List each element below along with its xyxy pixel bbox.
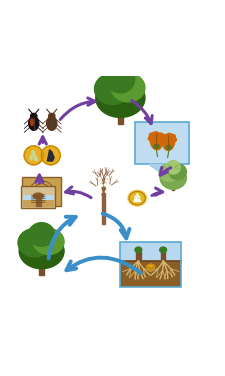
Ellipse shape [96, 79, 145, 117]
Bar [136, 252, 141, 261]
Ellipse shape [149, 133, 154, 137]
Circle shape [106, 191, 108, 193]
Ellipse shape [135, 247, 142, 253]
Circle shape [148, 267, 150, 269]
Ellipse shape [111, 73, 145, 102]
Ellipse shape [29, 116, 39, 130]
Ellipse shape [34, 156, 37, 161]
Ellipse shape [106, 67, 135, 93]
Circle shape [151, 267, 154, 269]
Circle shape [106, 176, 109, 178]
Ellipse shape [161, 138, 166, 142]
Circle shape [109, 185, 111, 187]
Ellipse shape [150, 132, 163, 150]
Bar [21, 186, 55, 208]
Bar [40, 251, 44, 274]
Ellipse shape [129, 191, 145, 205]
Ellipse shape [31, 114, 37, 118]
Bar [172, 178, 174, 190]
Ellipse shape [148, 136, 153, 141]
Ellipse shape [94, 73, 131, 105]
Circle shape [24, 146, 43, 165]
Polygon shape [134, 194, 141, 202]
Circle shape [41, 146, 60, 165]
Polygon shape [148, 164, 176, 173]
Ellipse shape [49, 114, 55, 118]
Ellipse shape [29, 223, 55, 246]
Circle shape [97, 186, 99, 188]
Ellipse shape [159, 164, 178, 181]
Ellipse shape [160, 136, 164, 141]
Bar [22, 200, 54, 207]
Circle shape [98, 189, 100, 191]
Ellipse shape [33, 229, 64, 255]
Ellipse shape [39, 188, 45, 195]
Bar [22, 195, 54, 207]
Ellipse shape [31, 119, 33, 126]
Bar [102, 188, 105, 224]
Ellipse shape [47, 116, 57, 130]
Bar [161, 252, 165, 261]
Circle shape [99, 181, 102, 183]
Ellipse shape [153, 144, 159, 149]
Polygon shape [47, 150, 54, 161]
Ellipse shape [171, 135, 175, 138]
Bar [120, 242, 181, 287]
Circle shape [99, 177, 101, 179]
Ellipse shape [33, 193, 43, 199]
Bar [36, 199, 41, 206]
Ellipse shape [158, 133, 163, 137]
Ellipse shape [30, 155, 33, 160]
Ellipse shape [166, 161, 180, 174]
Bar [135, 121, 189, 164]
Ellipse shape [32, 151, 35, 155]
Ellipse shape [18, 229, 51, 257]
Bar [118, 98, 123, 124]
Ellipse shape [19, 233, 64, 269]
Circle shape [99, 191, 102, 193]
Circle shape [101, 184, 103, 186]
Ellipse shape [169, 164, 187, 180]
Ellipse shape [160, 167, 186, 189]
Ellipse shape [166, 146, 171, 150]
Ellipse shape [128, 190, 147, 206]
Bar [120, 261, 181, 287]
Ellipse shape [162, 135, 167, 138]
Circle shape [104, 184, 107, 186]
Bar [120, 242, 181, 261]
Circle shape [150, 269, 152, 271]
Circle shape [107, 188, 109, 190]
Ellipse shape [135, 196, 140, 199]
Bar [22, 177, 61, 206]
Ellipse shape [172, 138, 176, 142]
Circle shape [106, 180, 108, 182]
Ellipse shape [160, 247, 166, 253]
Ellipse shape [163, 133, 175, 150]
Ellipse shape [147, 264, 155, 269]
